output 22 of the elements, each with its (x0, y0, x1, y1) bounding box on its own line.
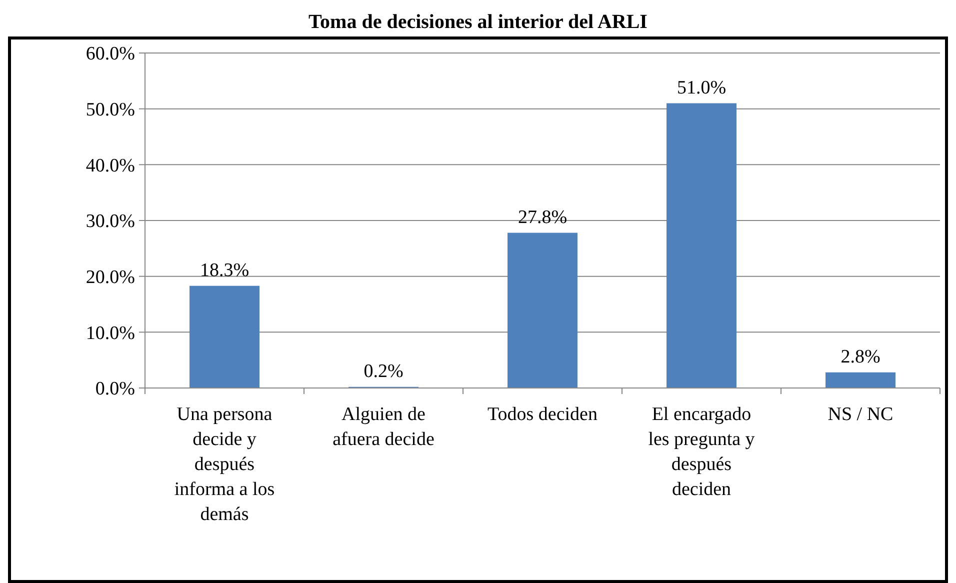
x-tick-label: Todos deciden (487, 404, 598, 425)
data-label: 2.8% (840, 346, 880, 368)
y-tick-label: 10.0% (86, 322, 136, 344)
chart-title: Toma de decisiones al interior del ARLI (308, 11, 648, 33)
y-tick-label: 20.0% (86, 266, 136, 288)
data-label: 51.0% (676, 77, 726, 98)
x-tick-label: NS / NC (828, 404, 894, 425)
y-tick-label: 50.0% (86, 99, 136, 120)
y-tick-label: 40.0% (86, 155, 136, 176)
bar (826, 372, 896, 388)
data-label: 18.3% (200, 260, 250, 281)
data-label: 27.8% (518, 206, 568, 228)
bar (508, 232, 578, 388)
y-tick-label: 30.0% (86, 211, 136, 232)
bar (666, 103, 736, 388)
x-tick-label: Alguien de afuera decide (332, 404, 434, 450)
x-tick-label: El encargado les pregunta y después deciden (648, 404, 756, 500)
bar (190, 286, 260, 388)
y-tick-label: 60.0% (86, 44, 136, 65)
y-tick-label: 0.0% (95, 378, 136, 400)
x-tick-label: Una persona decide y después informa a los demás (174, 404, 275, 525)
data-label: 0.2% (364, 360, 404, 382)
